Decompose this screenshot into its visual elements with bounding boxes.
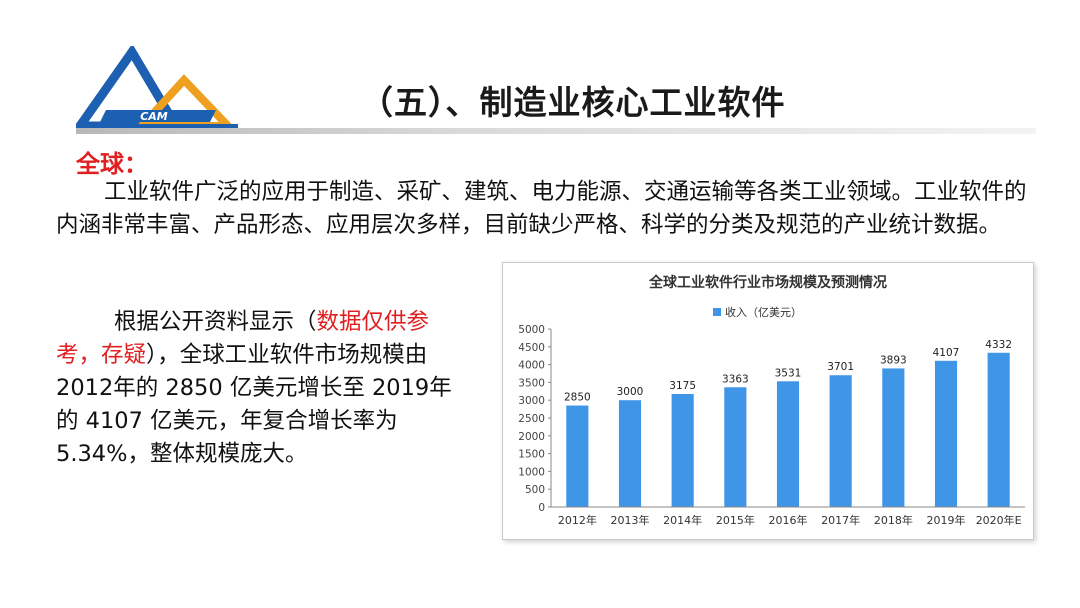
y-tick-label: 5000 [518,324,545,336]
bar [618,400,642,507]
x-tick-label: 2013年 [611,513,650,527]
x-tick-label: 2018年 [874,513,913,527]
bar-value-label: 3701 [827,361,854,373]
y-axis: 0 500 1000 1500 2000 2500 3000 3500 4000 4500 5000 [518,324,552,514]
bar [776,381,800,507]
summary-after: ），全球工业软件市场规模由 2012年的 2850 亿美元增长至 2019年的 … [56,342,452,467]
x-tick-label: 2012年 [558,513,597,527]
intro-paragraph: 工业软件广泛的应用于制造、采矿、建筑、电力能源、交通运输等各类工业领域。工业软件… [56,176,1036,242]
chart-title: 全球工业软件行业市场规模及预测情况 [648,274,887,291]
bar [724,387,747,507]
y-tick-label: 4000 [518,360,545,372]
y-tick-label: 0 [538,502,545,514]
bar-value-label: 3893 [880,354,907,366]
bars-group: 2850 3000 3175 3363 3531 3701 3893 4107 4332 [564,339,1012,507]
summary-before: 根据公开资料显示（ [114,309,317,335]
bar-value-label: 3000 [617,386,644,398]
x-axis: 2012年 2013年 2014年 2015年 2016年 2017年 2018年 2019年… [551,506,1025,527]
bar-value-label: 3363 [722,373,749,385]
chart-container: 全球工业软件行业市场规模及预测情况 收入（亿美元） 0 500 1000 1500 20… [502,262,1034,540]
bar-value-label: 2850 [564,392,591,404]
section-label: 全球： [76,150,148,178]
bar-value-label: 4332 [985,339,1012,351]
bar-value-label: 4107 [933,347,960,359]
bar [882,368,905,507]
legend-swatch [713,308,721,316]
bar-chart: 全球工业软件行业市场规模及预测情况 收入（亿美元） 0 500 1000 1500 20… [518,274,1025,527]
x-tick-label: 2016年 [769,513,808,527]
summary-paragraph: 根据公开资料显示（数据仅供参考，存疑），全球工业软件市场规模由 2012年的 2… [56,306,474,471]
y-tick-label: 3000 [518,395,545,407]
cam-logo: CAM [76,46,238,130]
bar-value-label: 3531 [775,367,802,379]
x-tick-label: 2017年 [821,513,860,527]
x-tick-label: 2014年 [663,513,702,527]
bar-value-label: 3175 [669,380,696,392]
x-tick-label: 2019年 [927,513,966,527]
bar [566,405,589,507]
y-tick-label: 1000 [518,466,545,478]
intro-text: 工业软件广泛的应用于制造、采矿、建筑、电力能源、交通运输等各类工业领域。工业软件… [56,179,1027,238]
y-tick-label: 500 [525,484,545,496]
bar [987,352,1010,507]
logo-text: CAM [140,110,168,123]
x-tick-label: 2015年 [716,513,755,527]
y-tick-label: 2000 [518,431,545,443]
title-divider [76,128,1036,134]
y-tick-label: 4500 [518,342,545,354]
legend-label: 收入（亿美元） [725,305,802,319]
y-tick-label: 2500 [518,413,545,425]
y-tick-label: 3500 [518,377,545,389]
page-title: （五）、制造业核心工业软件 [360,83,786,122]
x-tick-label: 2020年E [976,513,1022,527]
bar [671,393,694,507]
bar [934,360,958,507]
y-tick-label: 1500 [518,449,545,461]
bar [829,375,852,507]
summary-disclaimer: 数据仅供参考，存疑 [56,309,430,368]
